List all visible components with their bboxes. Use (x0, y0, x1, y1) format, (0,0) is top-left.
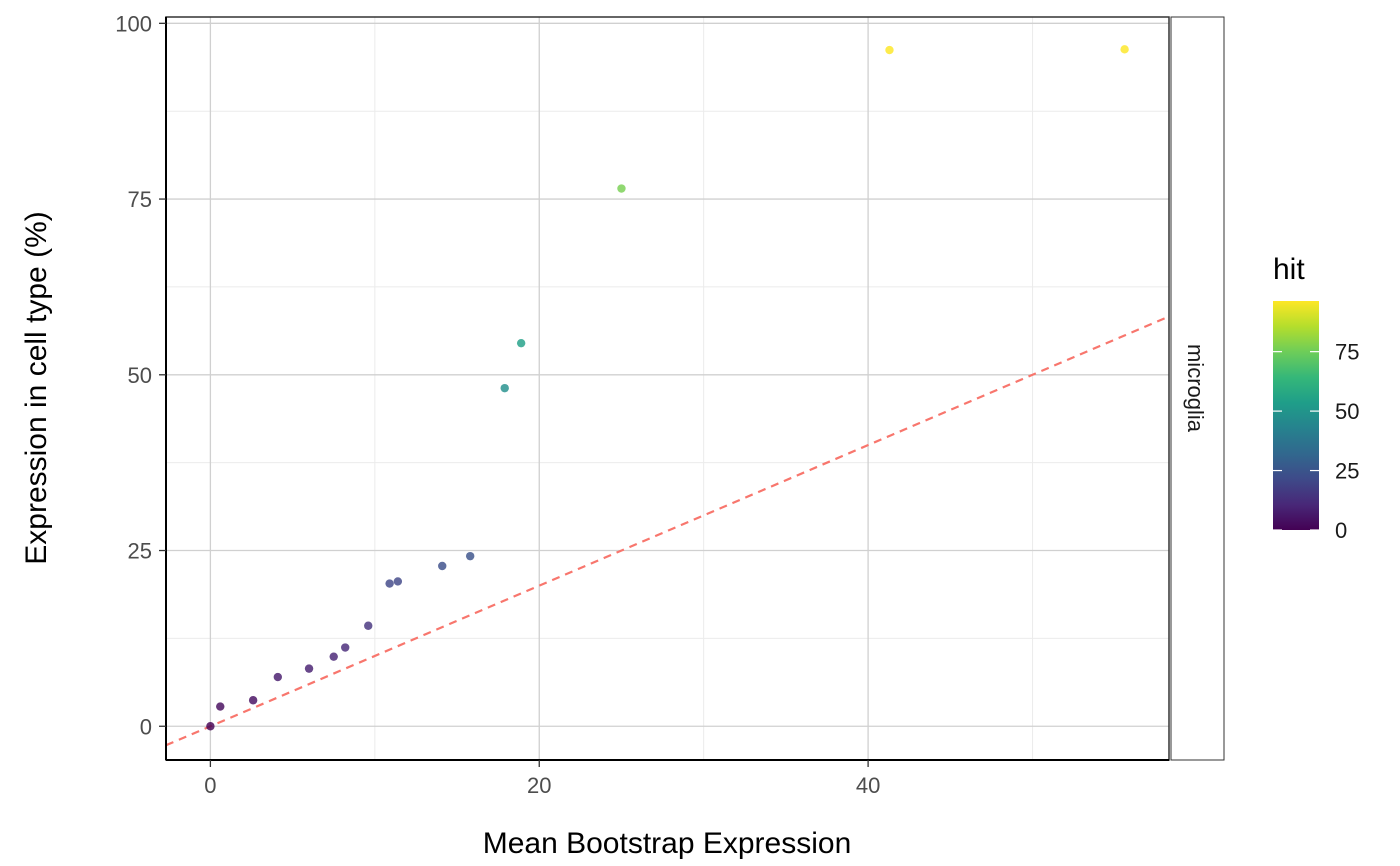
legend-tick-label: 25 (1335, 459, 1359, 484)
data-point (273, 672, 283, 682)
legend-title: hit (1273, 253, 1305, 286)
data-point (248, 696, 258, 705)
legend-tick-label: 50 (1335, 399, 1359, 424)
data-point (465, 551, 475, 561)
data-point (438, 561, 447, 571)
y-tick-label: 25 (128, 539, 152, 564)
data-point (364, 621, 373, 630)
data-point (304, 664, 314, 673)
data-point (617, 184, 626, 193)
color-legend: hit 0 25 50 75 (1273, 253, 1359, 543)
gridlines (166, 17, 1169, 760)
data-point (500, 383, 509, 393)
legend-ticks: 0 25 50 75 (1273, 340, 1359, 543)
x-tick-label: 20 (527, 773, 551, 798)
y-tick-label: 75 (128, 187, 152, 212)
data-point (885, 45, 894, 55)
y-tick-label: 100 (115, 11, 152, 36)
data-point (1120, 45, 1129, 54)
x-tick-label: 0 (204, 773, 216, 798)
y-axis-ticks: 0 25 50 75 100 (115, 11, 166, 739)
legend-colorbar (1273, 301, 1319, 530)
x-tick-label: 40 (856, 773, 880, 798)
data-point (341, 643, 350, 652)
data-point (393, 577, 403, 586)
x-axis-ticks: 0 20 40 (204, 760, 880, 798)
data-point (329, 652, 338, 661)
y-tick-label: 0 (140, 714, 152, 739)
y-axis-title: Expression in cell type (%) (20, 211, 53, 564)
data-point (206, 722, 215, 731)
data-point (385, 579, 394, 588)
data-point (216, 702, 225, 711)
y-tick-label: 50 (128, 363, 152, 388)
facet-strip-label: microglia (1183, 344, 1208, 433)
data-points (206, 45, 1129, 731)
data-point (516, 338, 526, 348)
legend-tick-label: 0 (1335, 518, 1347, 543)
x-axis-title: Mean Bootstrap Expression (483, 827, 852, 860)
facet-strip (1170, 16, 1225, 761)
legend-tick-label: 75 (1335, 340, 1359, 365)
plot-panel-background (166, 17, 1169, 760)
